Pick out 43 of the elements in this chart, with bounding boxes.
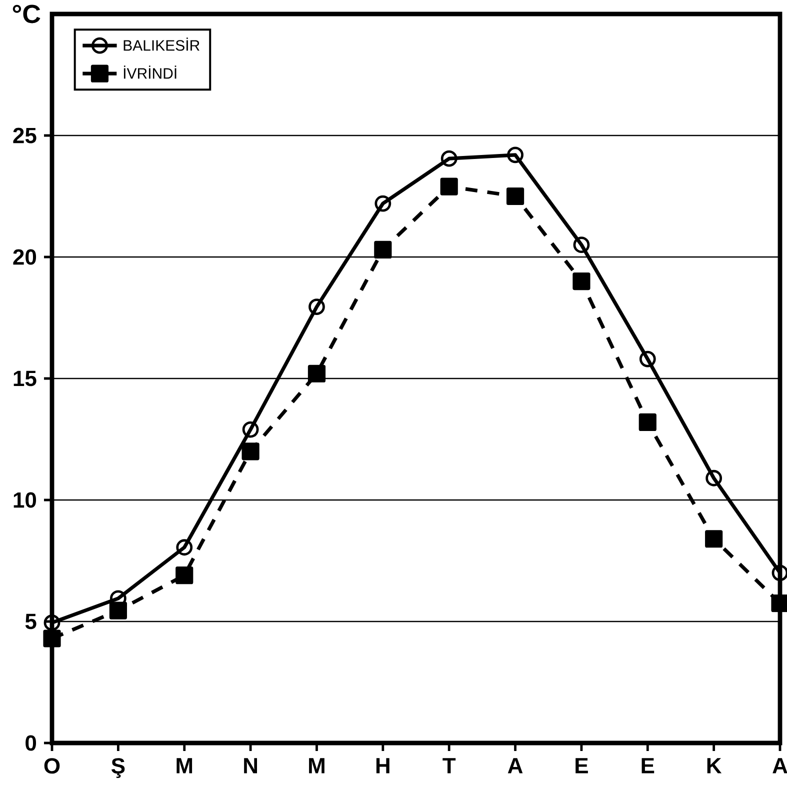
point — [440, 150, 458, 167]
x-tick-label: K — [707, 758, 722, 774]
y-tick-label: 10 — [14, 492, 36, 508]
y-tick-label: 20 — [13, 249, 36, 265]
x-tick-label: E — [642, 758, 654, 774]
point — [573, 236, 590, 254]
point — [506, 187, 524, 206]
point — [109, 602, 127, 620]
x-tick-label: M — [309, 758, 324, 774]
y-tick-label: 25 — [13, 128, 36, 144]
x-tick-label: A — [772, 758, 787, 774]
point — [176, 539, 193, 556]
point — [638, 413, 656, 432]
x-tick-label: N — [244, 758, 257, 774]
legend-label: BALIKESİR — [124, 38, 200, 51]
y-tick-label: 15 — [14, 370, 36, 386]
point — [572, 272, 590, 290]
x-tick-label: T — [442, 758, 456, 774]
point — [772, 564, 787, 582]
point — [374, 195, 392, 212]
y-tick-label: 0 — [26, 735, 36, 751]
point — [242, 442, 260, 460]
x-tick-label: E — [576, 758, 588, 774]
x-tick-label: O — [44, 758, 60, 774]
x-tick-label: M — [176, 758, 192, 774]
point — [44, 614, 60, 631]
point — [176, 566, 194, 584]
point — [43, 630, 61, 648]
x-tick-label: A — [508, 758, 523, 774]
y-axis-title: °C — [12, 4, 40, 24]
y-tick-label: 5 — [25, 614, 36, 630]
x-tick-label: Ş — [111, 758, 125, 778]
point — [374, 240, 392, 259]
point — [308, 298, 325, 316]
legend-label: İVRİNDİ — [124, 66, 176, 79]
point — [507, 146, 524, 164]
x-tick-label: H — [376, 758, 390, 774]
point — [706, 470, 722, 486]
point — [705, 530, 723, 548]
point — [242, 421, 259, 438]
point — [308, 364, 326, 382]
point — [639, 350, 656, 368]
point — [440, 178, 458, 196]
